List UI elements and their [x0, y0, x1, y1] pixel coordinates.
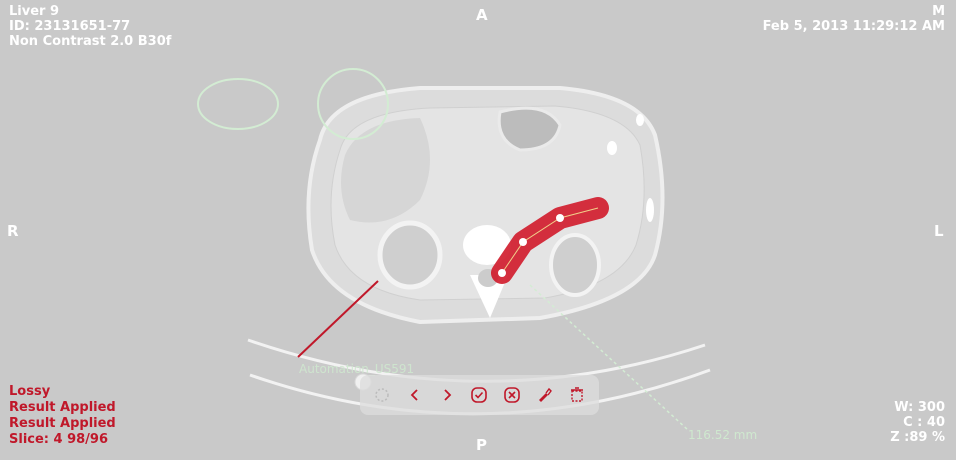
reject-button[interactable]	[500, 383, 524, 407]
previous-button[interactable]	[403, 383, 427, 407]
check-circle-icon	[471, 387, 488, 403]
delete-button[interactable]	[565, 383, 589, 407]
lossy-label: Lossy	[9, 384, 51, 399]
vertebral-body	[463, 225, 511, 265]
window-info: W: 300 C : 40 Z :89 %	[890, 400, 945, 445]
accept-button[interactable]	[467, 383, 491, 407]
ruler-line[interactable]	[297, 280, 379, 358]
patient-sex: M	[932, 4, 945, 19]
orientation-left: R	[7, 222, 19, 240]
cancel-circle-icon	[504, 387, 520, 403]
rib	[607, 141, 617, 155]
brush-button[interactable]	[532, 383, 556, 407]
zoom-level: Z :89 %	[890, 430, 945, 445]
stomach-region	[497, 106, 562, 152]
result-applied-label-2: Result Applied	[9, 416, 116, 431]
orientation-top: A	[476, 6, 488, 24]
control-point[interactable]	[519, 238, 527, 246]
patient-name: Liver 9	[9, 4, 60, 19]
rib	[636, 114, 644, 126]
chevron-left-icon	[410, 389, 418, 401]
chevron-right-icon	[444, 389, 452, 401]
status-overlay: Lossy Result Applied Result Applied Slic…	[9, 384, 116, 448]
brush-icon	[539, 387, 553, 402]
kidney-right	[377, 220, 443, 290]
series-description: Non Contrast 2.0 B30f	[9, 34, 172, 49]
control-point[interactable]	[498, 269, 506, 277]
orientation-right: L	[934, 222, 944, 240]
automation-label: Automation_US591	[299, 362, 415, 376]
distance-label: 116.52 mm	[688, 428, 758, 442]
lasso-icon	[375, 388, 389, 402]
window-width: W: 300	[894, 400, 945, 415]
patient-id: ID: 23131651-77	[9, 19, 131, 34]
study-datetime: Feb 5, 2013 11:29:12 AM	[762, 19, 945, 34]
liver-region	[341, 118, 430, 223]
result-applied-label: Result Applied	[9, 400, 116, 415]
kidney-left	[549, 233, 601, 297]
control-point[interactable]	[556, 214, 564, 222]
orientation-bottom: P	[476, 436, 487, 454]
rib	[646, 198, 654, 222]
patient-info: Liver 9 ID: 23131651-77 Non Contrast 2.0…	[9, 4, 171, 49]
next-button[interactable]	[435, 383, 459, 407]
roi-ellipse[interactable]	[197, 78, 279, 130]
delete-icon	[570, 387, 583, 402]
segmentation-toolbar	[360, 375, 599, 415]
study-info: M Feb 5, 2013 11:29:12 AM	[763, 4, 945, 34]
slice-label: Slice: 4 98/96	[9, 432, 109, 447]
window-center: C : 40	[903, 415, 945, 430]
lasso-button[interactable]	[370, 383, 394, 407]
roi-ellipse[interactable]	[317, 68, 389, 140]
segmentation-centerline	[501, 207, 599, 274]
spinal-process	[470, 275, 508, 318]
